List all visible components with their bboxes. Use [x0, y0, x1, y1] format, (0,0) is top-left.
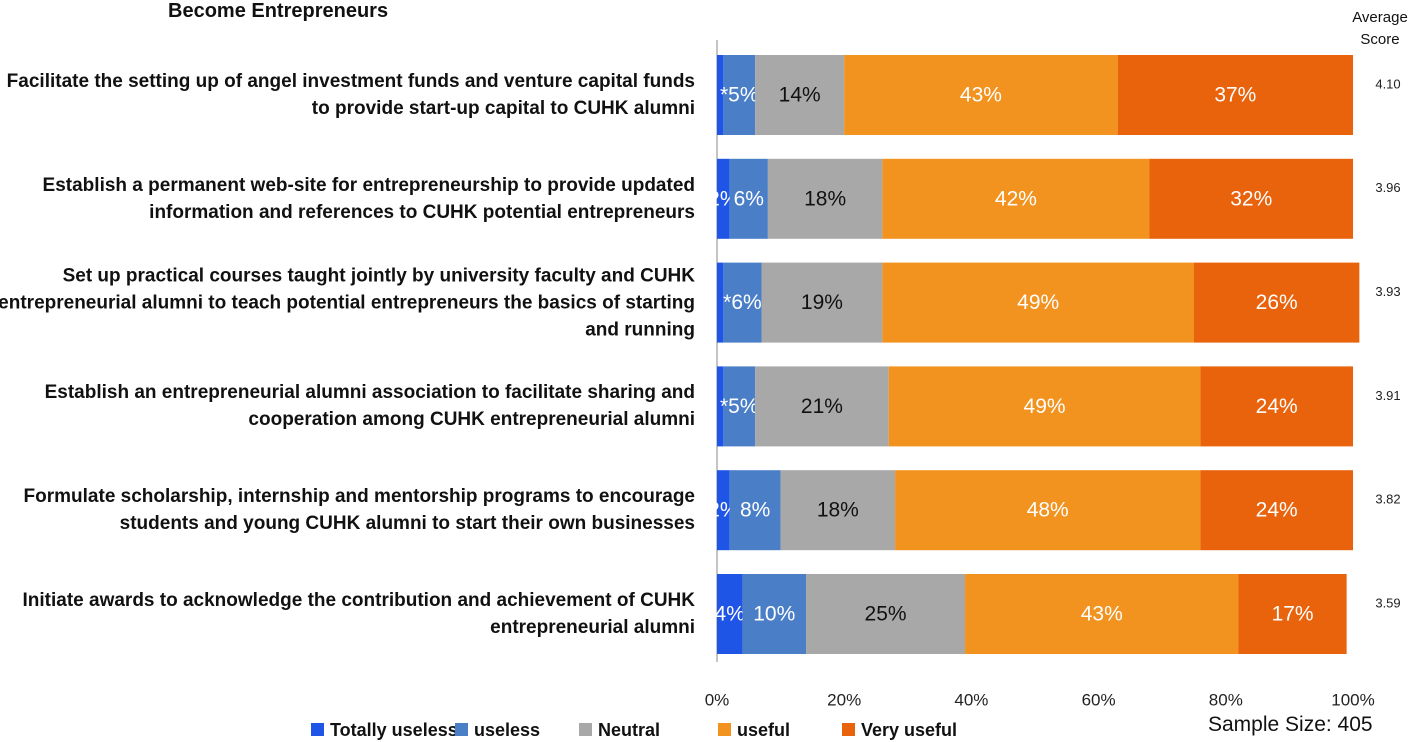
data-label: 21%: [801, 395, 843, 418]
bar-segment: [755, 366, 889, 447]
data-label: 43%: [960, 84, 1002, 107]
bar-segment: [761, 262, 883, 343]
x-tick-label: 0%: [705, 690, 730, 709]
x-tick-label: 40%: [954, 690, 988, 709]
data-label: 26%: [1256, 291, 1298, 314]
average-score: 3.96: [1375, 180, 1400, 195]
data-label: 48%: [1027, 499, 1069, 522]
category-label: Initiate awards to acknowledge the contr…: [22, 590, 696, 638]
data-label: 4%: [715, 603, 745, 626]
chart-title: Become Entrepreneurs: [168, 0, 389, 22]
category-label: Formulate scholarship, internship and me…: [23, 486, 695, 535]
data-label: 24%: [1256, 395, 1298, 418]
legend-label: Totally useless: [330, 720, 458, 740]
data-label: *6%: [723, 291, 762, 314]
x-tick-label: 20%: [827, 690, 861, 709]
data-label: 49%: [1024, 395, 1066, 418]
category-label: Establish an entrepreneurial alumni asso…: [44, 382, 695, 431]
data-label: 42%: [995, 187, 1037, 210]
bar-segment: [1200, 366, 1353, 447]
bar-segment: [717, 574, 743, 654]
average-score: 3.93: [1375, 284, 1400, 299]
x-tick-label: 100%: [1331, 690, 1374, 709]
bar-segment: [729, 470, 781, 551]
average-score: 3.59: [1375, 595, 1400, 610]
category-label: Establish a permanent web-site for entre…: [42, 174, 695, 223]
bar-segment: [780, 470, 896, 551]
data-label: 17%: [1272, 603, 1314, 626]
data-label: 18%: [817, 499, 859, 522]
legend-swatch: [579, 723, 592, 736]
bar-segment: [717, 55, 724, 135]
bar-segment: [723, 262, 762, 343]
bar-segment: [844, 55, 1118, 135]
data-label: 10%: [753, 603, 795, 626]
bar-segment: [717, 366, 724, 447]
bar-segment: [1149, 158, 1353, 239]
data-label: 14%: [779, 84, 821, 107]
bar-segment: [806, 574, 966, 654]
sample-size: Sample Size: 405: [1208, 713, 1373, 736]
legend-swatch: [311, 723, 324, 736]
data-label: 18%: [804, 187, 846, 210]
bar-segment: [965, 574, 1239, 654]
data-label: 19%: [801, 291, 843, 314]
data-label: 24%: [1256, 499, 1298, 522]
average-score: 3.82: [1375, 492, 1400, 507]
bar-segment: [895, 470, 1201, 551]
bar-segment: [717, 158, 730, 239]
bar-segment: [1194, 262, 1360, 343]
average-score: 4.10: [1375, 76, 1400, 91]
x-tick-label: 80%: [1209, 690, 1243, 709]
data-label: 37%: [1214, 84, 1256, 107]
bar-segment: [742, 574, 807, 654]
bar-segment: [888, 366, 1201, 447]
data-label: 6%: [734, 187, 764, 210]
legend-swatch: [842, 723, 855, 736]
bar-segment: [717, 470, 730, 551]
legend-label: Very useful: [861, 720, 957, 740]
bar-segment: [1238, 574, 1347, 654]
bar-segment: [767, 158, 883, 239]
bar-segment: [755, 55, 845, 135]
data-label: 8%: [740, 499, 770, 522]
category-label: Facilitate the setting up of angel inves…: [6, 71, 695, 119]
bar-segment: [882, 262, 1194, 343]
data-label: 43%: [1081, 603, 1123, 626]
bar-segment: [882, 158, 1150, 239]
average-score: 3.91: [1375, 388, 1400, 403]
average-score-title: Average Score: [1352, 9, 1408, 48]
bar-segment: [729, 158, 768, 239]
data-label: 32%: [1230, 187, 1272, 210]
data-label: 25%: [865, 603, 907, 626]
legend-label: useless: [474, 720, 540, 740]
legend-swatch: [455, 723, 468, 736]
bar-segment: [723, 55, 756, 135]
bar-segment: [723, 366, 756, 447]
data-label: 49%: [1017, 291, 1059, 314]
bar-segment: [717, 262, 724, 343]
legend-label: Neutral: [598, 720, 660, 740]
category-label: Set up practical courses taught jointly …: [0, 265, 695, 341]
data-label: *5%: [720, 84, 759, 107]
x-tick-label: 60%: [1082, 690, 1116, 709]
legend-swatch: [718, 723, 731, 736]
bar-segment: [1117, 55, 1353, 135]
bar-segment: [1200, 470, 1353, 551]
legend-label: useful: [737, 720, 790, 740]
data-label: *5%: [720, 395, 759, 418]
